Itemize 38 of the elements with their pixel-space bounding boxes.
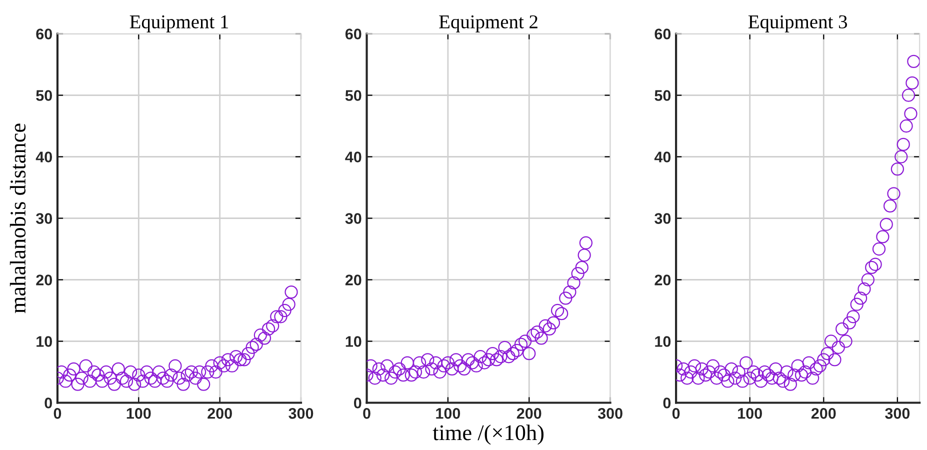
- y-tick-label: 50: [345, 90, 362, 101]
- y-tick-label: 40: [36, 152, 52, 162]
- chart-title: Equipment 2: [439, 15, 538, 32]
- y-tick-label: 40: [345, 152, 362, 162]
- x-tick-label: 100: [436, 408, 460, 419]
- x-tick-label: 200: [208, 408, 232, 419]
- x-tick-label: 300: [288, 408, 314, 419]
- x-tick-label: 300: [885, 408, 910, 419]
- y-tick-label: 30: [36, 213, 52, 224]
- y-tick-label: 60: [654, 28, 671, 40]
- y-tick-label: 30: [654, 213, 671, 224]
- y-axis-title: mahalanobis distance: [10, 124, 26, 314]
- x-axis-title: time /(×10h): [432, 424, 544, 445]
- x-tick-label: 100: [126, 408, 151, 419]
- x-tick-label: 200: [811, 408, 836, 419]
- y-tick-label: 50: [654, 90, 671, 101]
- y-tick-label: 30: [345, 213, 362, 224]
- y-tick-label: 20: [654, 274, 671, 286]
- y-tick-label: 10: [655, 336, 671, 347]
- y-tick-label: 0: [663, 398, 671, 408]
- y-tick-label: 60: [345, 28, 362, 40]
- chart-title: Equipment 1: [130, 15, 228, 32]
- y-tick-label: 20: [36, 274, 52, 286]
- y-tick-label: 40: [654, 152, 671, 162]
- y-tick-label: 60: [36, 28, 52, 40]
- x-tick-label: 0: [363, 408, 370, 419]
- x-tick-label: 200: [516, 408, 542, 419]
- y-tick-label: 10: [346, 336, 362, 347]
- y-tick-label: 0: [354, 398, 362, 408]
- x-tick-label: 300: [598, 408, 622, 419]
- y-tick-label: 0: [44, 398, 52, 408]
- x-tick-label: 0: [54, 408, 62, 419]
- chart-title: Equipment 3: [748, 15, 848, 32]
- x-tick-label: 100: [738, 408, 762, 419]
- y-tick-label: 20: [345, 274, 362, 286]
- y-tick-label: 50: [36, 90, 52, 101]
- y-tick-label: 10: [36, 336, 52, 347]
- x-tick-label: 0: [672, 408, 680, 419]
